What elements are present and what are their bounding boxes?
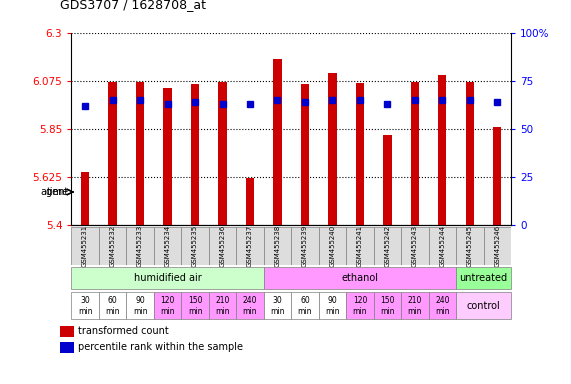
Bar [81,172,89,225]
Text: GSM455236: GSM455236 [219,225,226,267]
Text: GSM455241: GSM455241 [357,225,363,267]
Bar [71,267,264,290]
Text: GSM455239: GSM455239 [302,225,308,267]
Text: 60
min: 60 min [297,296,312,316]
Bar [401,292,429,319]
Bar [99,227,126,265]
Text: time: time [46,187,69,197]
Text: percentile rank within the sample: percentile rank within the sample [78,342,243,352]
Bar [209,227,236,265]
Text: ethanol: ethanol [341,273,379,283]
Text: 240
min: 240 min [243,296,258,316]
Bar [429,227,456,265]
Bar [411,82,419,225]
Text: transformed count: transformed count [78,326,169,336]
Bar [456,227,484,265]
Bar [154,292,182,319]
Bar [182,227,209,265]
Bar [264,227,291,265]
Text: control: control [467,301,500,311]
Text: GSM455231: GSM455231 [82,225,88,267]
Bar [236,292,264,319]
Bar [291,292,319,319]
Text: 30
min: 30 min [270,296,285,316]
Text: GSM455235: GSM455235 [192,225,198,267]
Bar [71,292,99,319]
Text: 210
min: 210 min [408,296,422,316]
Text: GSM455240: GSM455240 [329,225,335,267]
Bar [126,292,154,319]
Text: 90
min: 90 min [133,296,147,316]
Bar [274,59,282,225]
Bar [346,292,373,319]
Text: GDS3707 / 1628708_at: GDS3707 / 1628708_at [60,0,206,12]
Text: 60
min: 60 min [105,296,120,316]
Text: GSM455244: GSM455244 [439,225,445,267]
Text: 30
min: 30 min [78,296,93,316]
Text: GSM455246: GSM455246 [494,225,500,267]
Text: GSM455243: GSM455243 [412,225,418,267]
Text: GSM455238: GSM455238 [275,225,280,267]
Text: GSM455232: GSM455232 [110,225,115,267]
Text: 120
min: 120 min [160,296,175,316]
Text: GSM455234: GSM455234 [164,225,171,267]
Text: 150
min: 150 min [188,296,202,316]
Bar [456,292,511,319]
Bar [373,292,401,319]
Bar [346,227,373,265]
Text: 150
min: 150 min [380,296,395,316]
Bar [182,292,209,319]
Bar [126,227,154,265]
Text: GSM455245: GSM455245 [467,225,473,267]
Bar [438,75,447,225]
Bar [319,227,346,265]
Bar [264,292,291,319]
Bar [291,227,319,265]
Bar [466,82,474,225]
Bar [484,227,511,265]
Text: humidified air: humidified air [134,273,202,283]
Bar [236,227,264,265]
Text: agent: agent [41,187,69,197]
Bar [373,227,401,265]
Bar [60,326,74,337]
Bar [383,135,392,225]
Bar [209,292,236,319]
Bar [429,292,456,319]
Bar [319,292,346,319]
Bar [301,84,309,225]
Bar [191,84,199,225]
Bar [356,83,364,225]
Bar [456,267,511,290]
Text: GSM455233: GSM455233 [137,225,143,267]
Bar [493,126,501,225]
Text: 240
min: 240 min [435,296,449,316]
Bar [108,82,116,225]
Bar [218,82,227,225]
Bar [71,227,99,265]
Bar [401,227,429,265]
Bar [246,178,254,225]
Bar [264,267,456,290]
Bar [328,73,336,225]
Bar [163,88,172,225]
Text: 90
min: 90 min [325,296,340,316]
Text: 120
min: 120 min [353,296,367,316]
Bar [99,292,126,319]
Bar [136,82,144,225]
Text: untreated: untreated [460,273,508,283]
Bar [60,341,74,353]
Text: GSM455237: GSM455237 [247,225,253,267]
Text: 210
min: 210 min [215,296,230,316]
Text: GSM455242: GSM455242 [384,225,391,267]
Bar [154,227,182,265]
